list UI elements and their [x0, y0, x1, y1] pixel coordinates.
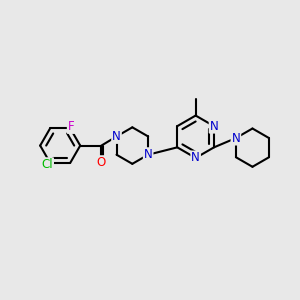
Text: F: F [68, 120, 74, 133]
Text: Cl: Cl [41, 158, 53, 171]
Text: N: N [191, 152, 200, 164]
Text: N: N [210, 120, 218, 133]
Text: N: N [112, 130, 121, 143]
Text: O: O [97, 156, 106, 169]
Text: N: N [144, 148, 152, 161]
Text: N: N [232, 132, 240, 145]
